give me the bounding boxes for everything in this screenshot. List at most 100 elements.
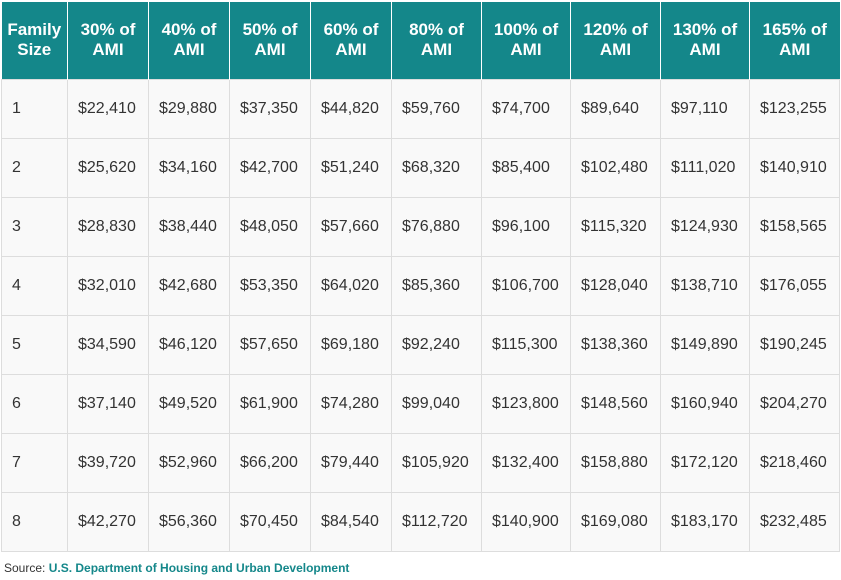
family-size-cell: 7 xyxy=(1,432,68,493)
income-limit-cell: $74,700 xyxy=(481,78,571,139)
family-size-cell: 1 xyxy=(1,78,68,139)
income-limit-cell: $232,485 xyxy=(749,491,840,552)
income-limit-cell: $38,440 xyxy=(148,196,230,257)
income-limit-cell: $61,900 xyxy=(229,373,311,434)
ami-income-table: Family Size 30% of AMI 40% of AMI 50% of AM… xyxy=(1,2,840,552)
column-header: 80% of AMI xyxy=(391,2,482,79)
income-limit-cell: $29,880 xyxy=(148,78,230,139)
income-limit-cell: $105,920 xyxy=(391,432,482,493)
income-limit-cell: $85,360 xyxy=(391,255,482,316)
income-limit-cell: $48,050 xyxy=(229,196,311,257)
income-limit-cell: $106,700 xyxy=(481,255,571,316)
family-size-cell: 4 xyxy=(1,255,68,316)
income-limit-cell: $37,350 xyxy=(229,78,311,139)
income-limit-cell: $79,440 xyxy=(310,432,392,493)
income-limit-cell: $160,940 xyxy=(660,373,750,434)
family-size-cell: 6 xyxy=(1,373,68,434)
column-header: 120% of AMI xyxy=(570,2,661,79)
income-limit-cell: $25,620 xyxy=(67,137,149,198)
income-limit-cell: $49,520 xyxy=(148,373,230,434)
income-limit-cell: $69,180 xyxy=(310,314,392,375)
source-label: Source: xyxy=(4,561,46,575)
income-limit-cell: $66,200 xyxy=(229,432,311,493)
income-limit-cell: $64,020 xyxy=(310,255,392,316)
income-limit-cell: $169,080 xyxy=(570,491,661,552)
income-limit-cell: $115,320 xyxy=(570,196,661,257)
income-limit-cell: $34,590 xyxy=(67,314,149,375)
income-limit-cell: $158,880 xyxy=(570,432,661,493)
income-limit-cell: $39,720 xyxy=(67,432,149,493)
income-limit-cell: $112,720 xyxy=(391,491,482,552)
family-size-cell: 8 xyxy=(1,491,68,552)
income-limit-cell: $37,140 xyxy=(67,373,149,434)
family-size-cell: 3 xyxy=(1,196,68,257)
income-limit-cell: $42,680 xyxy=(148,255,230,316)
income-limit-cell: $42,700 xyxy=(229,137,311,198)
income-limit-cell: $56,360 xyxy=(148,491,230,552)
income-limit-cell: $99,040 xyxy=(391,373,482,434)
income-limit-cell: $97,110 xyxy=(660,78,750,139)
income-limit-cell: $52,960 xyxy=(148,432,230,493)
income-limit-cell: $85,400 xyxy=(481,137,571,198)
income-limit-cell: $148,560 xyxy=(570,373,661,434)
income-limit-cell: $176,055 xyxy=(749,255,840,316)
income-limit-cell: $138,710 xyxy=(660,255,750,316)
table-row: 8 $42,270 $56,360 $70,450 $84,540 $112,720 $14… xyxy=(1,491,840,552)
table-row: 2 $25,620 $34,160 $42,700 $51,240 $68,320 $85,… xyxy=(1,137,840,198)
family-size-cell: 5 xyxy=(1,314,68,375)
income-limit-cell: $96,100 xyxy=(481,196,571,257)
income-limit-cell: $115,300 xyxy=(481,314,571,375)
income-limit-cell: $149,890 xyxy=(660,314,750,375)
income-limit-cell: $138,360 xyxy=(570,314,661,375)
income-limit-cell: $123,800 xyxy=(481,373,571,434)
income-limit-cell: $84,540 xyxy=(310,491,392,552)
income-limit-cell: $204,270 xyxy=(749,373,840,434)
table-header-row: Family Size 30% of AMI 40% of AMI 50% of AM… xyxy=(1,2,840,79)
column-header: 40% of AMI xyxy=(148,2,230,79)
income-limit-cell: $124,930 xyxy=(660,196,750,257)
table-row: 7 $39,720 $52,960 $66,200 $79,440 $105,920 $13… xyxy=(1,432,840,493)
source-link[interactable]: U.S. Department of Housing and Urban Dev… xyxy=(48,561,350,575)
column-header: 30% of AMI xyxy=(67,2,149,79)
column-header: 165% of AMI xyxy=(749,2,840,79)
income-limit-cell: $53,350 xyxy=(229,255,311,316)
income-limit-cell: $42,270 xyxy=(67,491,149,552)
income-limit-cell: $132,400 xyxy=(481,432,571,493)
income-limit-cell: $51,240 xyxy=(310,137,392,198)
income-limit-cell: $140,910 xyxy=(749,137,840,198)
income-limit-cell: $34,160 xyxy=(148,137,230,198)
income-limit-cell: $92,240 xyxy=(391,314,482,375)
income-limit-cell: $218,460 xyxy=(749,432,840,493)
income-limit-cell: $68,320 xyxy=(391,137,482,198)
column-header: 60% of AMI xyxy=(310,2,392,79)
income-limit-cell: $57,650 xyxy=(229,314,311,375)
income-limit-cell: $158,565 xyxy=(749,196,840,257)
column-header: 50% of AMI xyxy=(229,2,311,79)
income-limit-cell: $111,020 xyxy=(660,137,750,198)
income-limit-cell: $22,410 xyxy=(67,78,149,139)
income-limit-cell: $172,120 xyxy=(660,432,750,493)
income-limit-cell: $128,040 xyxy=(570,255,661,316)
table-row: 6 $37,140 $49,520 $61,900 $74,280 $99,040 $123… xyxy=(1,373,840,434)
income-limit-cell: $57,660 xyxy=(310,196,392,257)
income-limit-cell: $59,760 xyxy=(391,78,482,139)
income-limit-cell: $89,640 xyxy=(570,78,661,139)
table-row: 4 $32,010 $42,680 $53,350 $64,020 $85,360 $106… xyxy=(1,255,840,316)
column-header: 100% of AMI xyxy=(481,2,571,79)
income-limit-cell: $28,830 xyxy=(67,196,149,257)
income-limit-cell: $46,120 xyxy=(148,314,230,375)
table-body: 1 $22,410 $29,880 $37,350 $44,820 $59,760 $74,… xyxy=(1,78,840,552)
table-row: 5 $34,590 $46,120 $57,650 $69,180 $92,240 $115… xyxy=(1,314,840,375)
income-limit-cell: $190,245 xyxy=(749,314,840,375)
income-limit-cell: $183,170 xyxy=(660,491,750,552)
column-header: 130% of AMI xyxy=(660,2,750,79)
family-size-cell: 2 xyxy=(1,137,68,198)
income-limit-cell: $32,010 xyxy=(67,255,149,316)
income-limit-cell: $140,900 xyxy=(481,491,571,552)
source-note: Source: U.S. Department of Housing and U… xyxy=(4,561,349,575)
income-limit-cell: $74,280 xyxy=(310,373,392,434)
income-limit-cell: $44,820 xyxy=(310,78,392,139)
column-header: Family Size xyxy=(1,2,68,79)
income-limit-cell: $102,480 xyxy=(570,137,661,198)
